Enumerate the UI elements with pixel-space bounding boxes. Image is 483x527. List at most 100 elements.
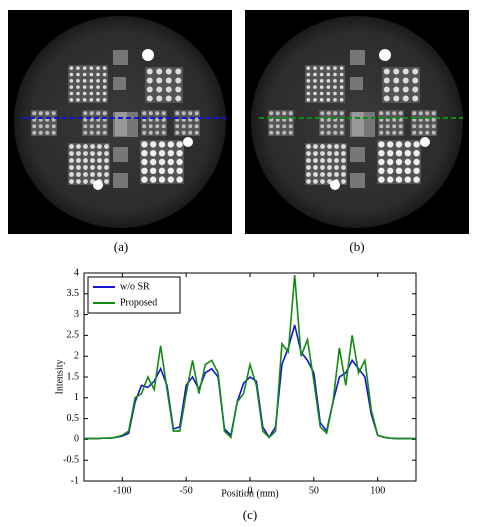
grid-dot xyxy=(104,165,109,170)
grid-dot xyxy=(313,144,318,149)
grid-dot xyxy=(282,111,287,116)
grid-dot xyxy=(404,167,411,174)
grid-dot xyxy=(269,130,274,135)
grid-dot xyxy=(146,68,153,75)
grid-dot xyxy=(161,111,166,116)
grid-dot xyxy=(378,167,385,174)
grid-dot xyxy=(146,77,153,84)
y-tick-label: 0.5 xyxy=(67,413,80,424)
y-axis-label: Intensity xyxy=(54,360,65,395)
grid-dot xyxy=(404,141,411,148)
grid-dot xyxy=(165,95,172,102)
grid-dot xyxy=(379,111,384,116)
grid-dot xyxy=(76,151,81,156)
center-square xyxy=(113,173,128,188)
grid-dot xyxy=(387,150,394,157)
grid-dot xyxy=(313,158,318,163)
grid-dot xyxy=(194,130,199,135)
grid-dot xyxy=(341,151,346,156)
grid-dot xyxy=(387,141,394,148)
grid-dot xyxy=(165,86,172,93)
grid-dot xyxy=(96,111,101,116)
bright-dot xyxy=(142,49,154,61)
grid-dot xyxy=(158,158,166,166)
grid-dot xyxy=(334,172,339,177)
grid-dot xyxy=(327,158,332,163)
grid-dot xyxy=(89,98,94,102)
grid-dot xyxy=(158,141,166,148)
grid-dot xyxy=(320,111,325,116)
grid-dot xyxy=(156,68,163,75)
y-tick-label: 2 xyxy=(74,350,79,361)
x-tick-label: -50 xyxy=(179,485,192,496)
grid-dot xyxy=(175,130,180,135)
grid-dot xyxy=(90,165,95,170)
grid-dot xyxy=(288,124,293,129)
grid-dot xyxy=(392,111,397,116)
grid-dot xyxy=(96,72,100,77)
grid-dot xyxy=(82,98,87,102)
y-tick-label: 3.5 xyxy=(67,288,80,299)
grid-dot xyxy=(288,130,293,135)
grid-dot xyxy=(83,158,88,163)
grid-dot xyxy=(327,172,332,177)
data-line xyxy=(84,324,416,440)
grid-dot xyxy=(306,165,311,170)
center-square xyxy=(350,50,365,65)
grid-dot xyxy=(339,91,344,96)
grid-dot xyxy=(69,144,74,149)
grid-dot xyxy=(150,167,157,174)
grid-dot xyxy=(320,179,325,184)
grid-dot xyxy=(32,124,37,129)
grid-dot xyxy=(412,77,419,84)
y-tick-label: 2.5 xyxy=(67,330,80,341)
grid-dot xyxy=(102,130,107,135)
grid-dot xyxy=(102,66,107,70)
grid-dot xyxy=(326,91,331,96)
grid-dot xyxy=(89,66,94,70)
grid-dot xyxy=(385,124,390,129)
grid-dot xyxy=(102,85,107,89)
grid-block xyxy=(305,143,347,185)
grid-dot xyxy=(431,117,436,122)
grid-dot xyxy=(76,66,80,70)
center-square xyxy=(352,112,364,136)
grid-dot xyxy=(333,98,337,102)
grid-dot xyxy=(148,130,153,135)
grid-dot xyxy=(334,165,339,170)
grid-dot xyxy=(320,172,325,177)
grid-dot xyxy=(431,124,436,129)
grid-dot xyxy=(141,167,148,174)
caption: (c) xyxy=(243,507,257,522)
grid-dot xyxy=(306,179,311,184)
grid-dot xyxy=(319,79,324,83)
grid-dot xyxy=(334,144,339,149)
grid-dot xyxy=(341,158,346,163)
grid-dot xyxy=(306,172,311,177)
grid-dot xyxy=(275,111,280,116)
grid-dot xyxy=(326,124,331,129)
grid-dot xyxy=(69,165,74,170)
grid-dot xyxy=(158,150,166,157)
center-square xyxy=(113,77,126,90)
grid-dot xyxy=(104,151,109,156)
grid-block xyxy=(68,65,108,103)
grid-dot xyxy=(319,66,324,70)
grid-dot xyxy=(413,141,420,148)
grid-dot xyxy=(176,141,183,148)
grid-dot xyxy=(404,150,411,157)
grid-dot xyxy=(32,130,37,135)
grid-dot xyxy=(175,95,182,102)
grid-dot xyxy=(51,130,56,135)
grid-dot xyxy=(96,85,100,89)
center-square xyxy=(115,112,127,136)
grid-dot xyxy=(306,85,311,89)
grid-dot xyxy=(320,158,325,163)
grid-dot xyxy=(89,130,94,135)
grid-dot xyxy=(313,179,318,184)
grid-dot xyxy=(392,124,397,129)
grid-dot xyxy=(96,91,100,96)
grid-dot xyxy=(412,68,419,75)
grid-dot xyxy=(76,91,80,96)
y-tick-label: 3 xyxy=(74,309,79,320)
